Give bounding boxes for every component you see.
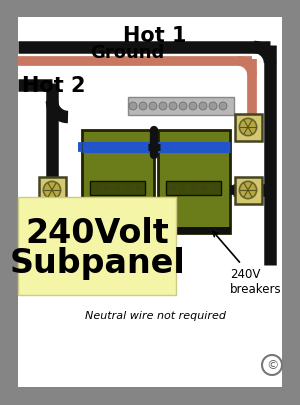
Circle shape [262, 355, 282, 375]
Circle shape [219, 103, 227, 111]
Text: Ground: Ground [90, 44, 164, 62]
Bar [235, 114, 262, 141]
Bar [90, 181, 145, 196]
Bar [38, 177, 65, 204]
Bar [82, 131, 154, 233]
Circle shape [239, 182, 256, 199]
Circle shape [189, 103, 197, 111]
Circle shape [149, 103, 157, 111]
Text: Subpanel: Subpanel [9, 247, 185, 280]
Bar [18, 18, 282, 387]
Bar [158, 131, 230, 233]
Circle shape [179, 103, 187, 111]
Bar [235, 177, 262, 204]
Text: Neutral wire not required: Neutral wire not required [85, 310, 226, 320]
Text: 240Volt: 240Volt [25, 217, 169, 250]
Text: Hot 1: Hot 1 [123, 26, 187, 46]
Circle shape [209, 103, 217, 111]
Circle shape [159, 103, 167, 111]
Bar [18, 198, 176, 295]
Text: ©: © [266, 358, 278, 371]
Bar [166, 181, 221, 196]
Text: 240V
breakers: 240V breakers [213, 232, 282, 295]
Circle shape [129, 103, 137, 111]
Bar [128, 98, 234, 116]
Circle shape [199, 103, 207, 111]
Circle shape [139, 103, 147, 111]
Text: Hot 2: Hot 2 [22, 76, 85, 96]
Circle shape [169, 103, 177, 111]
Circle shape [239, 119, 256, 136]
Circle shape [44, 182, 61, 199]
